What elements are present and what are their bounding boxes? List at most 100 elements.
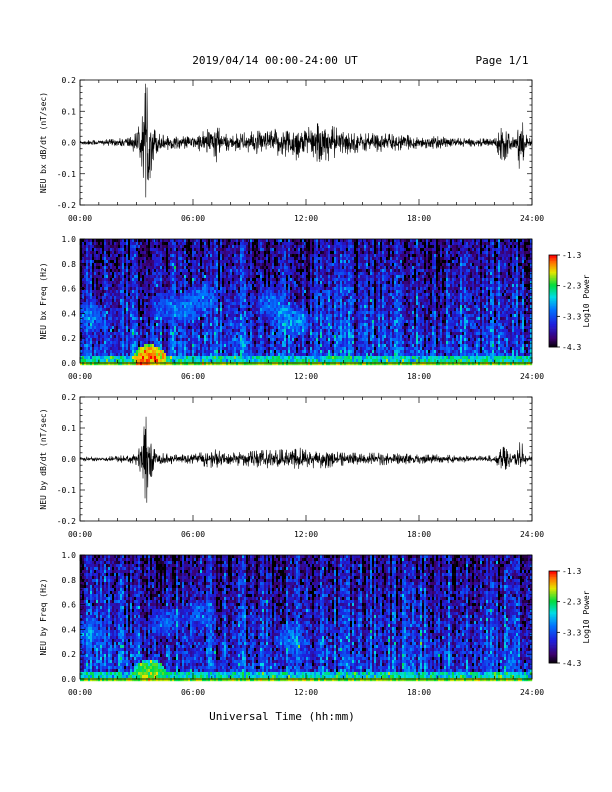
spectrogram-cell (246, 311, 249, 315)
spectrogram-cell (200, 248, 203, 252)
spectrogram-cell (258, 242, 261, 246)
spectrogram-cell (260, 344, 263, 348)
spectrogram-cell (124, 278, 127, 282)
spectrogram-cell (138, 338, 141, 342)
spectrogram-cell (298, 350, 301, 354)
spectrogram-cell (270, 308, 273, 312)
spectrogram-cell (212, 284, 215, 288)
spectrogram-cell (302, 359, 305, 363)
spectrogram-cell (296, 314, 299, 318)
spectrogram-cell (126, 272, 129, 276)
spectrogram-cell (178, 335, 181, 339)
spectrogram-cell (236, 248, 239, 252)
spectrogram-cell (122, 299, 125, 303)
spectrogram-cell (118, 275, 121, 279)
spectrogram-cell (178, 341, 181, 345)
spectrogram-cell (218, 326, 221, 330)
spectrogram-cell (166, 329, 169, 333)
spectrogram-cell (294, 281, 297, 285)
spectrogram-cell (170, 314, 173, 318)
spectrogram-cell (292, 296, 295, 300)
spectrogram-cell (198, 359, 201, 363)
spectrogram-cell (278, 359, 281, 363)
spectrogram-cell (280, 245, 283, 249)
spectrogram-cell (264, 332, 267, 336)
spectrogram-cell (230, 311, 233, 315)
spectrogram-cell (304, 314, 307, 318)
spectrogram-cell (290, 329, 293, 333)
spectrogram-cell (104, 257, 107, 261)
spectrogram-cell (96, 281, 99, 285)
spectrogram-cell (278, 302, 281, 306)
spectrogram-cell (142, 317, 145, 321)
spectrogram-cell (308, 257, 311, 261)
spectrogram-cell (250, 311, 253, 315)
spectrogram-cell (154, 266, 157, 270)
spectrogram-cell (280, 239, 283, 243)
spectrogram-cell (248, 269, 251, 273)
spectrogram-cell (128, 335, 131, 339)
spectrogram-cell (122, 251, 125, 255)
spectrogram-cell (238, 353, 241, 357)
spectrogram-cell (246, 281, 249, 285)
spectrogram-cell (184, 323, 187, 327)
spectrogram-cell (234, 263, 237, 267)
spectrogram-cell (174, 314, 177, 318)
spectrogram-cell (248, 290, 251, 294)
spectrogram-cell (112, 269, 115, 273)
spectrogram-cell (160, 272, 163, 276)
spectrogram-cell (226, 305, 229, 309)
spectrogram-cell (244, 248, 247, 252)
spectrogram-cell (130, 311, 133, 315)
spectrogram-cell (116, 302, 119, 306)
spectrogram-cell (236, 308, 239, 312)
spectrogram-cell (140, 242, 143, 246)
spectrogram-cell (156, 350, 159, 354)
spectrogram-cell (88, 269, 91, 273)
spectrogram-cell (212, 302, 215, 306)
spectrogram-cell (274, 269, 277, 273)
spectrogram-cell (176, 362, 179, 366)
spectrogram-cell (180, 269, 183, 273)
spectrogram-cell (284, 359, 287, 363)
spectrogram-cell (220, 299, 223, 303)
spectrogram-cell (128, 329, 131, 333)
spectrogram-cell (162, 284, 165, 288)
spectrogram-cell (112, 248, 115, 252)
spectrogram-cell (312, 266, 315, 270)
spectrogram-cell (188, 314, 191, 318)
spectrogram-cell (124, 239, 127, 243)
spectrogram-cell (114, 335, 117, 339)
spectrogram-cell (126, 356, 129, 360)
spectrogram-cell (202, 257, 205, 261)
spectrogram-cell (284, 239, 287, 243)
spectrogram-cell (282, 344, 285, 348)
spectrogram-cell (126, 284, 129, 288)
spectrogram-cell (168, 332, 171, 336)
spectrogram-cell (208, 350, 211, 354)
spectrogram-cell (144, 272, 147, 276)
spectrogram-cell (200, 305, 203, 309)
spectrogram-cell (160, 260, 163, 264)
spectrogram-cell (126, 323, 129, 327)
spectrogram-cell (82, 290, 85, 294)
spectrogram-cell (128, 257, 131, 261)
spectrogram-cell (232, 332, 235, 336)
spectrogram-cell (114, 269, 117, 273)
spectrogram-cell (206, 302, 209, 306)
spectrogram-cell (186, 260, 189, 264)
spectrogram-cell (92, 284, 95, 288)
spectrogram-cell (118, 278, 121, 282)
spectrogram-cell (254, 314, 257, 318)
spectrogram-cell (234, 338, 237, 342)
spectrogram-cell (296, 278, 299, 282)
spectrogram-cell (202, 239, 205, 243)
spectrogram-cell (224, 281, 227, 285)
spectrogram-cell (242, 257, 245, 261)
spectrogram-cell (106, 242, 109, 246)
spectrogram-cell (148, 272, 151, 276)
spectrogram-cell (234, 293, 237, 297)
spectrogram-cell (288, 323, 291, 327)
spectrogram-cell (204, 275, 207, 279)
spectrogram-cell (242, 308, 245, 312)
